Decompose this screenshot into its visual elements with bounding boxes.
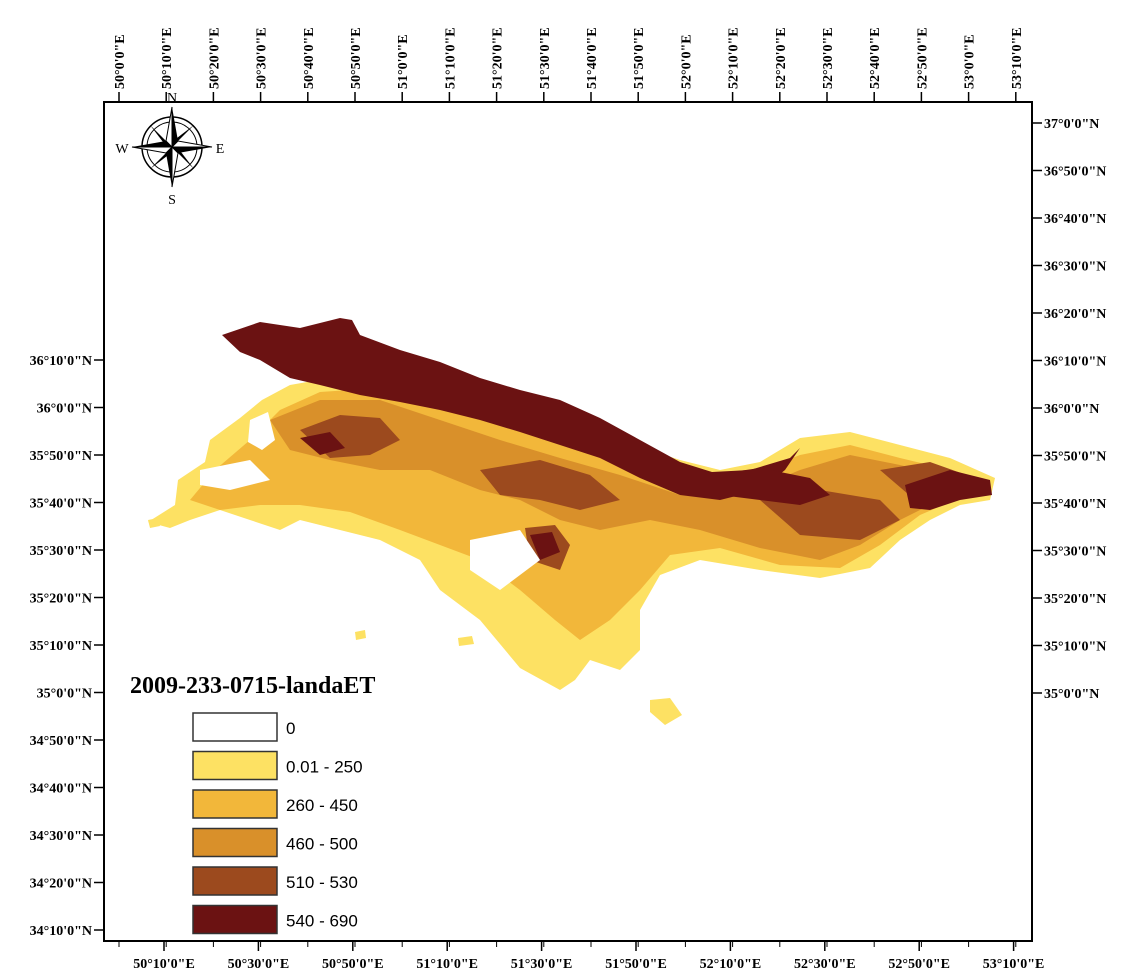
et-island-small-b [458,636,474,646]
top-tick-label: 50°30'0"E [255,27,270,89]
et-zone-540-690-tip [905,470,992,510]
left-tick-label: 35°20'0"N [30,592,92,607]
top-tick-label: 50°0'0"E [113,34,128,89]
right-tick-label: 35°30'0"N [1044,545,1106,560]
top-tick-label: 53°0'0"E [963,34,978,89]
right-tick-label: 35°40'0"N [1044,497,1106,512]
right-tick-label: 35°50'0"N [1044,450,1106,465]
et-zone-0-c [470,530,540,590]
top-tick-label: 51°20'0"E [491,27,506,89]
legend-swatch [192,789,278,819]
top-tick-label: 50°10'0"E [160,27,175,89]
compass-e-label: E [216,142,225,157]
et-zone-510-530-b [480,460,620,510]
bottom-tick-label: 52°30'0"E [794,957,856,972]
bottom-tick-label: 53°10'0"E [983,957,1045,972]
top-tick-label: 51°10'0"E [443,27,458,89]
compass-w-label: W [115,142,129,157]
left-tick-label: 36°0'0"N [37,402,92,417]
legend-swatch [192,827,278,858]
bottom-tick-label: 51°50'0"E [605,957,667,972]
top-tick-label: 52°50'0"E [915,27,930,89]
top-tick-label: 51°30'0"E [538,27,553,89]
left-latitude-ticks: 36°10'0"N 36°0'0"N 35°50'0"N 35°40'0"N 35°30… [30,354,104,939]
top-tick-label: 51°0'0"E [396,34,411,89]
study-area-raster [148,318,995,725]
et-zone-540-690-east [710,468,830,505]
left-tick-label: 35°10'0"N [30,639,92,654]
top-tick-label: 51°40'0"E [585,27,600,89]
right-tick-label: 37°0'0"N [1044,117,1099,132]
right-tick-label: 36°40'0"N [1044,212,1106,227]
bottom-tick-label: 52°50'0"E [888,957,950,972]
legend: 0 0.01 - 250 260 - 450 460 - 500 510 - 530 54… [192,712,363,935]
top-tick-label: 50°50'0"E [349,27,364,89]
left-tick-label: 34°20'0"N [30,877,92,892]
et-zone-540-690-patch [300,432,345,455]
bottom-longitude-ticks: 50°10'0"E 50°30'0"E 50°50'0"E 51°10'0"E 51°3… [118,941,1045,972]
right-latitude-ticks: 37°0'0"N 36°50'0"N 36°40'0"N 36°30'0"N 36°20… [1032,117,1106,702]
left-tick-label: 36°10'0"N [30,354,92,369]
et-island-south [650,698,682,725]
et-island-west [148,518,160,528]
right-tick-label: 36°10'0"N [1044,355,1106,370]
left-tick-label: 35°50'0"N [30,449,92,464]
legend-swatch [192,904,278,935]
left-tick-label: 35°30'0"N [30,544,92,559]
left-tick-label: 34°40'0"N [30,782,92,797]
legend-swatch [192,750,278,781]
right-tick-label: 35°10'0"N [1044,640,1106,655]
right-tick-label: 36°0'0"N [1044,402,1099,417]
top-tick-label: 51°50'0"E [632,27,647,89]
bottom-tick-label: 51°10'0"E [416,957,478,972]
legend-swatch [192,866,278,896]
legend-label: 510 - 530 [286,873,358,892]
top-tick-label: 52°0'0"E [679,34,694,89]
et-zone-0-a [248,412,275,450]
legend-label: 0.01 - 250 [286,758,363,777]
top-tick-label: 50°20'0"E [207,27,222,89]
legend-label: 460 - 500 [286,835,358,854]
top-tick-label: 52°30'0"E [821,27,836,89]
bottom-tick-label: 50°50'0"E [322,957,384,972]
legend-swatch [192,712,278,742]
et-zone-540-690-patch-b [530,532,560,560]
compass-n-label: N [167,91,177,106]
right-tick-label: 36°30'0"N [1044,260,1106,275]
et-island-small-a [355,630,366,640]
top-tick-label: 53°10'0"E [1010,27,1025,89]
top-tick-label: 50°40'0"E [302,27,317,89]
map-title: 2009-233-0715-landaET [130,673,375,699]
et-zone-540-690-north [222,318,800,500]
top-tick-label: 52°10'0"E [727,27,742,89]
top-longitude-ticks: 50°0'0"E 50°10'0"E 50°20'0"E 50°30'0"E 50°40… [113,27,1025,102]
legend-label: 0 [286,719,295,738]
bottom-tick-label: 51°30'0"E [511,957,573,972]
right-tick-label: 35°0'0"N [1044,687,1099,702]
bottom-tick-label: 50°10'0"E [133,957,195,972]
left-tick-label: 34°30'0"N [30,829,92,844]
compass-rose-icon: N S E W [115,91,224,208]
compass-s-label: S [168,193,176,208]
right-tick-label: 36°20'0"N [1044,307,1106,322]
right-tick-label: 36°50'0"N [1044,165,1106,180]
bottom-tick-label: 50°30'0"E [228,957,290,972]
legend-label: 260 - 450 [286,796,358,815]
top-tick-label: 52°40'0"E [868,27,883,89]
left-tick-label: 34°10'0"N [30,924,92,939]
et-zone-0-b [200,460,270,490]
left-tick-label: 35°40'0"N [30,497,92,512]
top-tick-label: 52°20'0"E [774,27,789,89]
right-tick-label: 35°20'0"N [1044,592,1106,607]
left-tick-label: 34°50'0"N [30,734,92,749]
bottom-tick-label: 52°10'0"E [700,957,762,972]
left-tick-label: 35°0'0"N [37,687,92,702]
legend-label: 540 - 690 [286,912,358,931]
